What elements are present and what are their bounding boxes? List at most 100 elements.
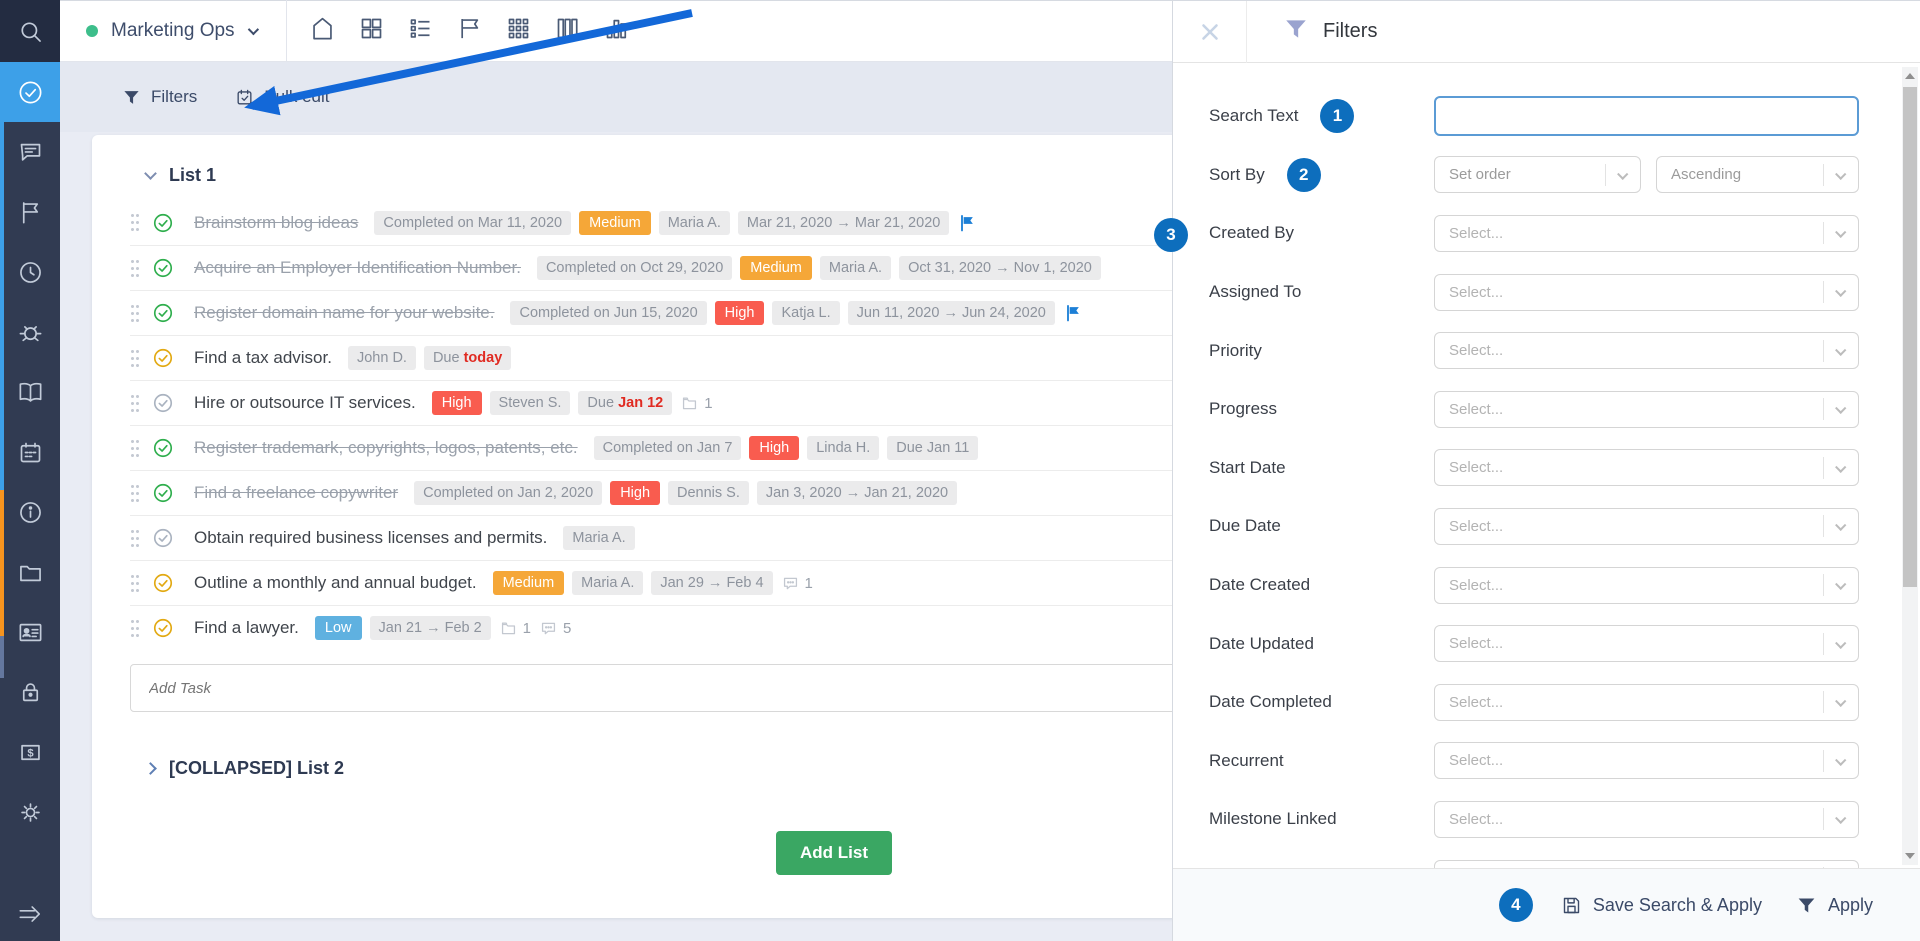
expand-list2-chevron-icon[interactable] — [144, 762, 157, 775]
scrollbar-up-arrow[interactable] — [1905, 73, 1915, 79]
view-switch-columns-view[interactable] — [554, 15, 581, 47]
sidebar-item-wiki[interactable] — [0, 362, 60, 422]
bulk-edit-button[interactable]: Bulk edit — [235, 87, 329, 107]
sidebar-item-milestones[interactable] — [0, 182, 60, 242]
task-title: Register domain name for your website. — [194, 303, 495, 322]
chevron-down-icon — [1835, 520, 1847, 532]
sidebar-item-passwords[interactable] — [0, 662, 60, 722]
sidebar-item-files[interactable] — [0, 542, 60, 602]
add-list-button[interactable]: Add List — [776, 831, 892, 875]
search-text-input[interactable] — [1434, 96, 1859, 137]
kanban-board-icon — [460, 18, 478, 39]
attached-files-count: 1 — [499, 619, 531, 638]
scrollbar-thumb[interactable] — [1903, 87, 1917, 587]
home-icon — [312, 17, 332, 40]
filter-field-date-updated: Date Updated Select... — [1173, 614, 1903, 673]
columns-view-icon — [557, 18, 578, 39]
task-check-circle-icon[interactable] — [152, 257, 174, 279]
collapse-list1-chevron-icon[interactable] — [144, 167, 157, 180]
filter-select[interactable]: Select... — [1434, 625, 1859, 663]
view-switch-home[interactable] — [309, 15, 336, 47]
chevron-down-icon — [1835, 637, 1847, 649]
select-divider — [1605, 163, 1606, 186]
filter-select[interactable]: Select... — [1434, 683, 1859, 721]
task-check-circle-icon[interactable] — [152, 527, 174, 549]
task-row[interactable]: Brainstorm blog ideas Completed on Mar 11… — [130, 200, 1538, 245]
drag-handle[interactable] — [130, 257, 140, 279]
apply-button[interactable]: Apply — [1796, 895, 1873, 916]
filter-select[interactable]: Select... — [1434, 214, 1859, 252]
drag-handle[interactable] — [130, 527, 140, 549]
task-check-circle-icon[interactable] — [152, 572, 174, 594]
task-row[interactable]: Register trademark, copyrights, logos, p… — [130, 425, 1538, 470]
task-check-circle-icon[interactable] — [152, 617, 174, 639]
task-title: Hire or outsource IT services. — [194, 393, 416, 412]
close-panel-button[interactable] — [1173, 0, 1247, 63]
filter-field-partial — [1173, 849, 1903, 869]
filters-button[interactable]: Filters — [122, 87, 197, 107]
task-check-circle-icon[interactable] — [152, 437, 174, 459]
drag-handle[interactable] — [130, 302, 140, 324]
task-row[interactable]: Acquire an Employer Identification Numbe… — [130, 245, 1538, 290]
task-row[interactable]: Register domain name for your website. Co… — [130, 290, 1538, 335]
task-check-circle-icon[interactable] — [152, 212, 174, 234]
chevron-down-icon — [1835, 344, 1847, 356]
filter-field-date-completed: Date Completed Select... — [1173, 673, 1903, 732]
milestone-flag-icon — [957, 213, 977, 233]
view-switch-task-list[interactable] — [407, 15, 434, 47]
task-row[interactable]: Find a tax advisor. John D. Due today — [130, 335, 1538, 380]
task-check-circle-icon[interactable] — [152, 347, 174, 369]
expand-sidebar-button[interactable] — [0, 901, 60, 927]
sidebar-item-search[interactable] — [0, 0, 60, 62]
filter-select[interactable]: Select... — [1434, 273, 1859, 311]
view-switch-kanban-board[interactable] — [456, 15, 483, 47]
sidebar-item-tasks[interactable] — [0, 62, 60, 122]
sidebar-item-calendar[interactable] — [0, 422, 60, 482]
drag-handle[interactable] — [130, 392, 140, 414]
sidebar-item-time[interactable] — [0, 242, 60, 302]
task-row[interactable]: Outline a monthly and annual budget. Medi… — [130, 560, 1538, 605]
search-icon — [20, 21, 41, 42]
task-check-circle-icon[interactable] — [152, 392, 174, 414]
meta-chip: Completed on Jun 15, 2020 — [510, 301, 707, 325]
save-search-apply-button[interactable]: Save Search & Apply — [1561, 895, 1762, 916]
task-check-circle-icon[interactable] — [152, 302, 174, 324]
list2-title: [COLLAPSED] List 2 — [169, 758, 345, 778]
filter-select[interactable]: Select... — [1434, 800, 1859, 838]
panel-scrollbar[interactable] — [1902, 67, 1918, 865]
workspace-selector[interactable]: Marketing Ops — [60, 1, 282, 61]
task-check-circle-icon[interactable] — [152, 482, 174, 504]
view-switch-chart-view[interactable] — [603, 15, 630, 47]
filter-select[interactable]: Select... — [1434, 332, 1859, 370]
filter-select[interactable]: Select... — [1434, 742, 1859, 780]
sidebar-item-invoices[interactable]: $ — [0, 722, 60, 782]
drag-handle[interactable] — [130, 617, 140, 639]
filter-select[interactable]: Ascending — [1656, 156, 1859, 194]
task-row[interactable]: Obtain required business licenses and pe… — [130, 515, 1538, 560]
drag-handle[interactable] — [130, 347, 140, 369]
task-row[interactable]: Hire or outsource IT services. High Steven… — [130, 380, 1538, 425]
sidebar-item-settings[interactable] — [0, 782, 60, 842]
filter-select[interactable]: Select... — [1434, 566, 1859, 604]
scrollbar-down-arrow[interactable] — [1905, 853, 1915, 859]
sidebar-item-issues[interactable] — [0, 302, 60, 362]
drag-handle[interactable] — [130, 437, 140, 459]
task-row[interactable]: Find a freelance copywriter Completed on … — [130, 470, 1538, 515]
select-divider — [1823, 515, 1824, 538]
filter-select[interactable]: Select... — [1434, 390, 1859, 428]
sidebar-item-info[interactable] — [0, 482, 60, 542]
drag-handle[interactable] — [130, 212, 140, 233]
filter-select[interactable]: Select... — [1434, 449, 1859, 487]
sidebar-item-contacts[interactable] — [0, 602, 60, 662]
sidebar-item-discussions[interactable] — [0, 122, 60, 182]
apply-funnel-icon — [1798, 898, 1815, 912]
filter-select[interactable]: Set order — [1434, 156, 1641, 194]
drag-handle[interactable] — [130, 482, 140, 504]
filter-select[interactable]: Select... — [1434, 507, 1859, 545]
attached-files-count: 1 — [680, 394, 713, 413]
view-switch-widget-board[interactable] — [358, 15, 385, 47]
sidebar-group-strip-slate — [0, 636, 4, 678]
drag-handle[interactable] — [130, 572, 140, 594]
view-switch-matrix[interactable] — [505, 15, 532, 47]
